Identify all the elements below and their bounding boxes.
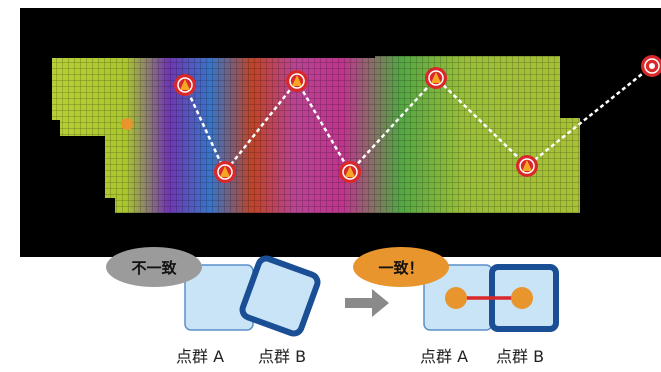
label-cloud-a-right: 点群 A [420, 347, 469, 366]
mismatch-bubble: 不一致 [106, 247, 202, 287]
match-point-b [511, 287, 533, 309]
marker-7 [516, 155, 538, 177]
label-cloud-b-left: 点群 B [258, 347, 307, 366]
label-cloud-b-right: 点群 B [496, 347, 545, 366]
label-cloud-a-left: 点群 A [176, 347, 225, 366]
marker-6 [425, 67, 447, 89]
marker-1 [121, 118, 133, 130]
marker-8 [641, 55, 661, 77]
scan-canvas [20, 8, 661, 257]
cloud-b-right [489, 264, 559, 332]
marker-2 [174, 74, 196, 96]
point-cloud-scan [20, 8, 661, 257]
scan-texture [52, 56, 580, 213]
scan-markers [121, 55, 661, 183]
marker-4 [286, 70, 308, 92]
cloud-b-left [239, 255, 321, 337]
marker-5 [339, 161, 361, 183]
match-bubble: 一致！ [353, 247, 449, 287]
match-point-a [445, 287, 467, 309]
marker-3 [214, 161, 236, 183]
transform-arrow-icon [345, 289, 389, 317]
